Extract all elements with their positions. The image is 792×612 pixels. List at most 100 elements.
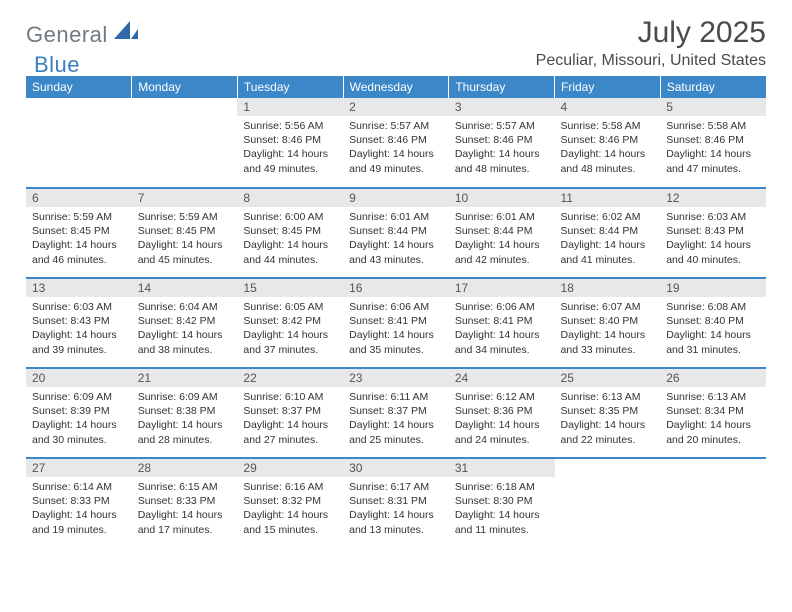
day-details: Sunrise: 6:16 AMSunset: 8:32 PMDaylight:… [237,477,343,543]
calendar-cell: 3 Sunrise: 5:57 AMSunset: 8:46 PMDaylight… [449,98,555,188]
day-details: Sunrise: 6:13 AMSunset: 8:34 PMDaylight:… [660,387,766,453]
sunrise-text: Sunrise: 6:18 AM [455,480,549,494]
sunset-text: Sunset: 8:42 PM [138,314,232,328]
logo-text-general: General [26,22,108,48]
sunrise-text: Sunrise: 6:09 AM [32,390,126,404]
calendar-cell: 18Sunrise: 6:07 AMSunset: 8:40 PMDayligh… [555,278,661,368]
sunrise-text: Sunrise: 6:14 AM [32,480,126,494]
sunset-text: Sunset: 8:46 PM [666,133,760,147]
sunrise-text: Sunrise: 6:05 AM [243,300,337,314]
calendar-cell: 17Sunrise: 6:06 AMSunset: 8:41 PMDayligh… [449,278,555,368]
sunrise-text: Sunrise: 6:16 AM [243,480,337,494]
day-number: 3 [449,98,555,116]
day-header: Saturday [660,76,766,98]
sunrise-text: Sunrise: 6:12 AM [455,390,549,404]
sunset-text: Sunset: 8:37 PM [243,404,337,418]
calendar-cell: 20Sunrise: 6:09 AMSunset: 8:39 PMDayligh… [26,368,132,458]
sunset-text: Sunset: 8:31 PM [349,494,443,508]
sunset-text: Sunset: 8:45 PM [32,224,126,238]
day-details: Sunrise: 6:01 AMSunset: 8:44 PMDaylight:… [343,207,449,273]
daylight-text: Daylight: 14 hours and 31 minutes. [666,328,760,356]
sunrise-text: Sunrise: 5:57 AM [349,119,443,133]
day-details: Sunrise: 5:56 AMSunset: 8:46 PMDaylight:… [237,116,343,182]
sunrise-text: Sunrise: 6:17 AM [349,480,443,494]
sunset-text: Sunset: 8:41 PM [455,314,549,328]
calendar-cell [132,98,238,188]
calendar-cell: 2Sunrise: 5:57 AMSunset: 8:46 PMDaylight… [343,98,449,188]
sunset-text: Sunset: 8:32 PM [243,494,337,508]
calendar-row: 6Sunrise: 5:59 AMSunset: 8:45 PMDaylight… [26,188,766,278]
calendar-cell: 26Sunrise: 6:13 AMSunset: 8:34 PMDayligh… [660,368,766,458]
logo: General [26,16,114,48]
calendar-row: 1Sunrise: 5:56 AMSunset: 8:46 PMDaylight… [26,98,766,188]
sunrise-text: Sunrise: 6:08 AM [666,300,760,314]
sunrise-text: Sunrise: 5:58 AM [666,119,760,133]
calendar-cell: 29Sunrise: 6:16 AMSunset: 8:32 PMDayligh… [237,458,343,548]
day-number: 28 [132,459,238,477]
day-details: Sunrise: 6:06 AMSunset: 8:41 PMDaylight:… [343,297,449,363]
day-details: Sunrise: 6:12 AMSunset: 8:36 PMDaylight:… [449,387,555,453]
calendar-cell: 28Sunrise: 6:15 AMSunset: 8:33 PMDayligh… [132,458,238,548]
calendar-cell: 15Sunrise: 6:05 AMSunset: 8:42 PMDayligh… [237,278,343,368]
day-number: 15 [237,279,343,297]
sunset-text: Sunset: 8:35 PM [561,404,655,418]
day-number: 26 [660,369,766,387]
sunrise-text: Sunrise: 6:02 AM [561,210,655,224]
day-details: Sunrise: 6:11 AMSunset: 8:37 PMDaylight:… [343,387,449,453]
sunset-text: Sunset: 8:38 PM [138,404,232,418]
day-header-row: Sunday Monday Tuesday Wednesday Thursday… [26,76,766,98]
day-number: 20 [26,369,132,387]
day-details: Sunrise: 6:04 AMSunset: 8:42 PMDaylight:… [132,297,238,363]
calendar-cell: 27Sunrise: 6:14 AMSunset: 8:33 PMDayligh… [26,458,132,548]
day-details: Sunrise: 6:14 AMSunset: 8:33 PMDaylight:… [26,477,132,543]
sunset-text: Sunset: 8:36 PM [455,404,549,418]
calendar-cell: 1Sunrise: 5:56 AMSunset: 8:46 PMDaylight… [237,98,343,188]
day-number: 18 [555,279,661,297]
day-details: Sunrise: 5:59 AMSunset: 8:45 PMDaylight:… [26,207,132,273]
calendar-cell [660,458,766,548]
daylight-text: Daylight: 14 hours and 45 minutes. [138,238,232,266]
day-number: 14 [132,279,238,297]
sunrise-text: Sunrise: 5:58 AM [561,119,655,133]
calendar-cell: 12Sunrise: 6:03 AMSunset: 8:43 PMDayligh… [660,188,766,278]
calendar-cell: 30Sunrise: 6:17 AMSunset: 8:31 PMDayligh… [343,458,449,548]
daylight-text: Daylight: 14 hours and 48 minutes. [561,147,655,175]
daylight-text: Daylight: 14 hours and 33 minutes. [561,328,655,356]
day-number [132,98,238,116]
topbar: General July 2025 Peculiar, Missouri, Un… [26,16,766,70]
page: General July 2025 Peculiar, Missouri, Un… [0,0,792,548]
day-header: Tuesday [237,76,343,98]
daylight-text: Daylight: 14 hours and 20 minutes. [666,418,760,446]
calendar-cell: 13Sunrise: 6:03 AMSunset: 8:43 PMDayligh… [26,278,132,368]
day-details: Sunrise: 5:58 AMSunset: 8:46 PMDaylight:… [555,116,661,182]
calendar-cell: 22Sunrise: 6:10 AMSunset: 8:37 PMDayligh… [237,368,343,458]
daylight-text: Daylight: 14 hours and 25 minutes. [349,418,443,446]
daylight-text: Daylight: 14 hours and 40 minutes. [666,238,760,266]
calendar-cell: 19Sunrise: 6:08 AMSunset: 8:40 PMDayligh… [660,278,766,368]
day-details: Sunrise: 6:09 AMSunset: 8:38 PMDaylight:… [132,387,238,453]
sunrise-text: Sunrise: 6:01 AM [349,210,443,224]
day-details: Sunrise: 6:10 AMSunset: 8:37 PMDaylight:… [237,387,343,453]
sunrise-text: Sunrise: 5:57 AM [455,119,549,133]
sunset-text: Sunset: 8:46 PM [561,133,655,147]
sunrise-text: Sunrise: 5:59 AM [32,210,126,224]
day-number [660,459,766,477]
calendar-cell: 8Sunrise: 6:00 AMSunset: 8:45 PMDaylight… [237,188,343,278]
day-details: Sunrise: 6:07 AMSunset: 8:40 PMDaylight:… [555,297,661,363]
sunrise-text: Sunrise: 6:09 AM [138,390,232,404]
day-number: 25 [555,369,661,387]
day-number: 30 [343,459,449,477]
day-number: 24 [449,369,555,387]
calendar-table: Sunday Monday Tuesday Wednesday Thursday… [26,76,766,548]
sunrise-text: Sunrise: 6:04 AM [138,300,232,314]
day-details: Sunrise: 6:02 AMSunset: 8:44 PMDaylight:… [555,207,661,273]
day-details: Sunrise: 5:58 AMSunset: 8:46 PMDaylight:… [660,116,766,182]
sunrise-text: Sunrise: 6:10 AM [243,390,337,404]
daylight-text: Daylight: 14 hours and 48 minutes. [455,147,549,175]
daylight-text: Daylight: 14 hours and 19 minutes. [32,508,126,536]
sunset-text: Sunset: 8:46 PM [455,133,549,147]
day-details: Sunrise: 6:03 AMSunset: 8:43 PMDaylight:… [26,297,132,363]
location-text: Peculiar, Missouri, United States [536,52,766,70]
day-number: 21 [132,369,238,387]
sunset-text: Sunset: 8:33 PM [138,494,232,508]
